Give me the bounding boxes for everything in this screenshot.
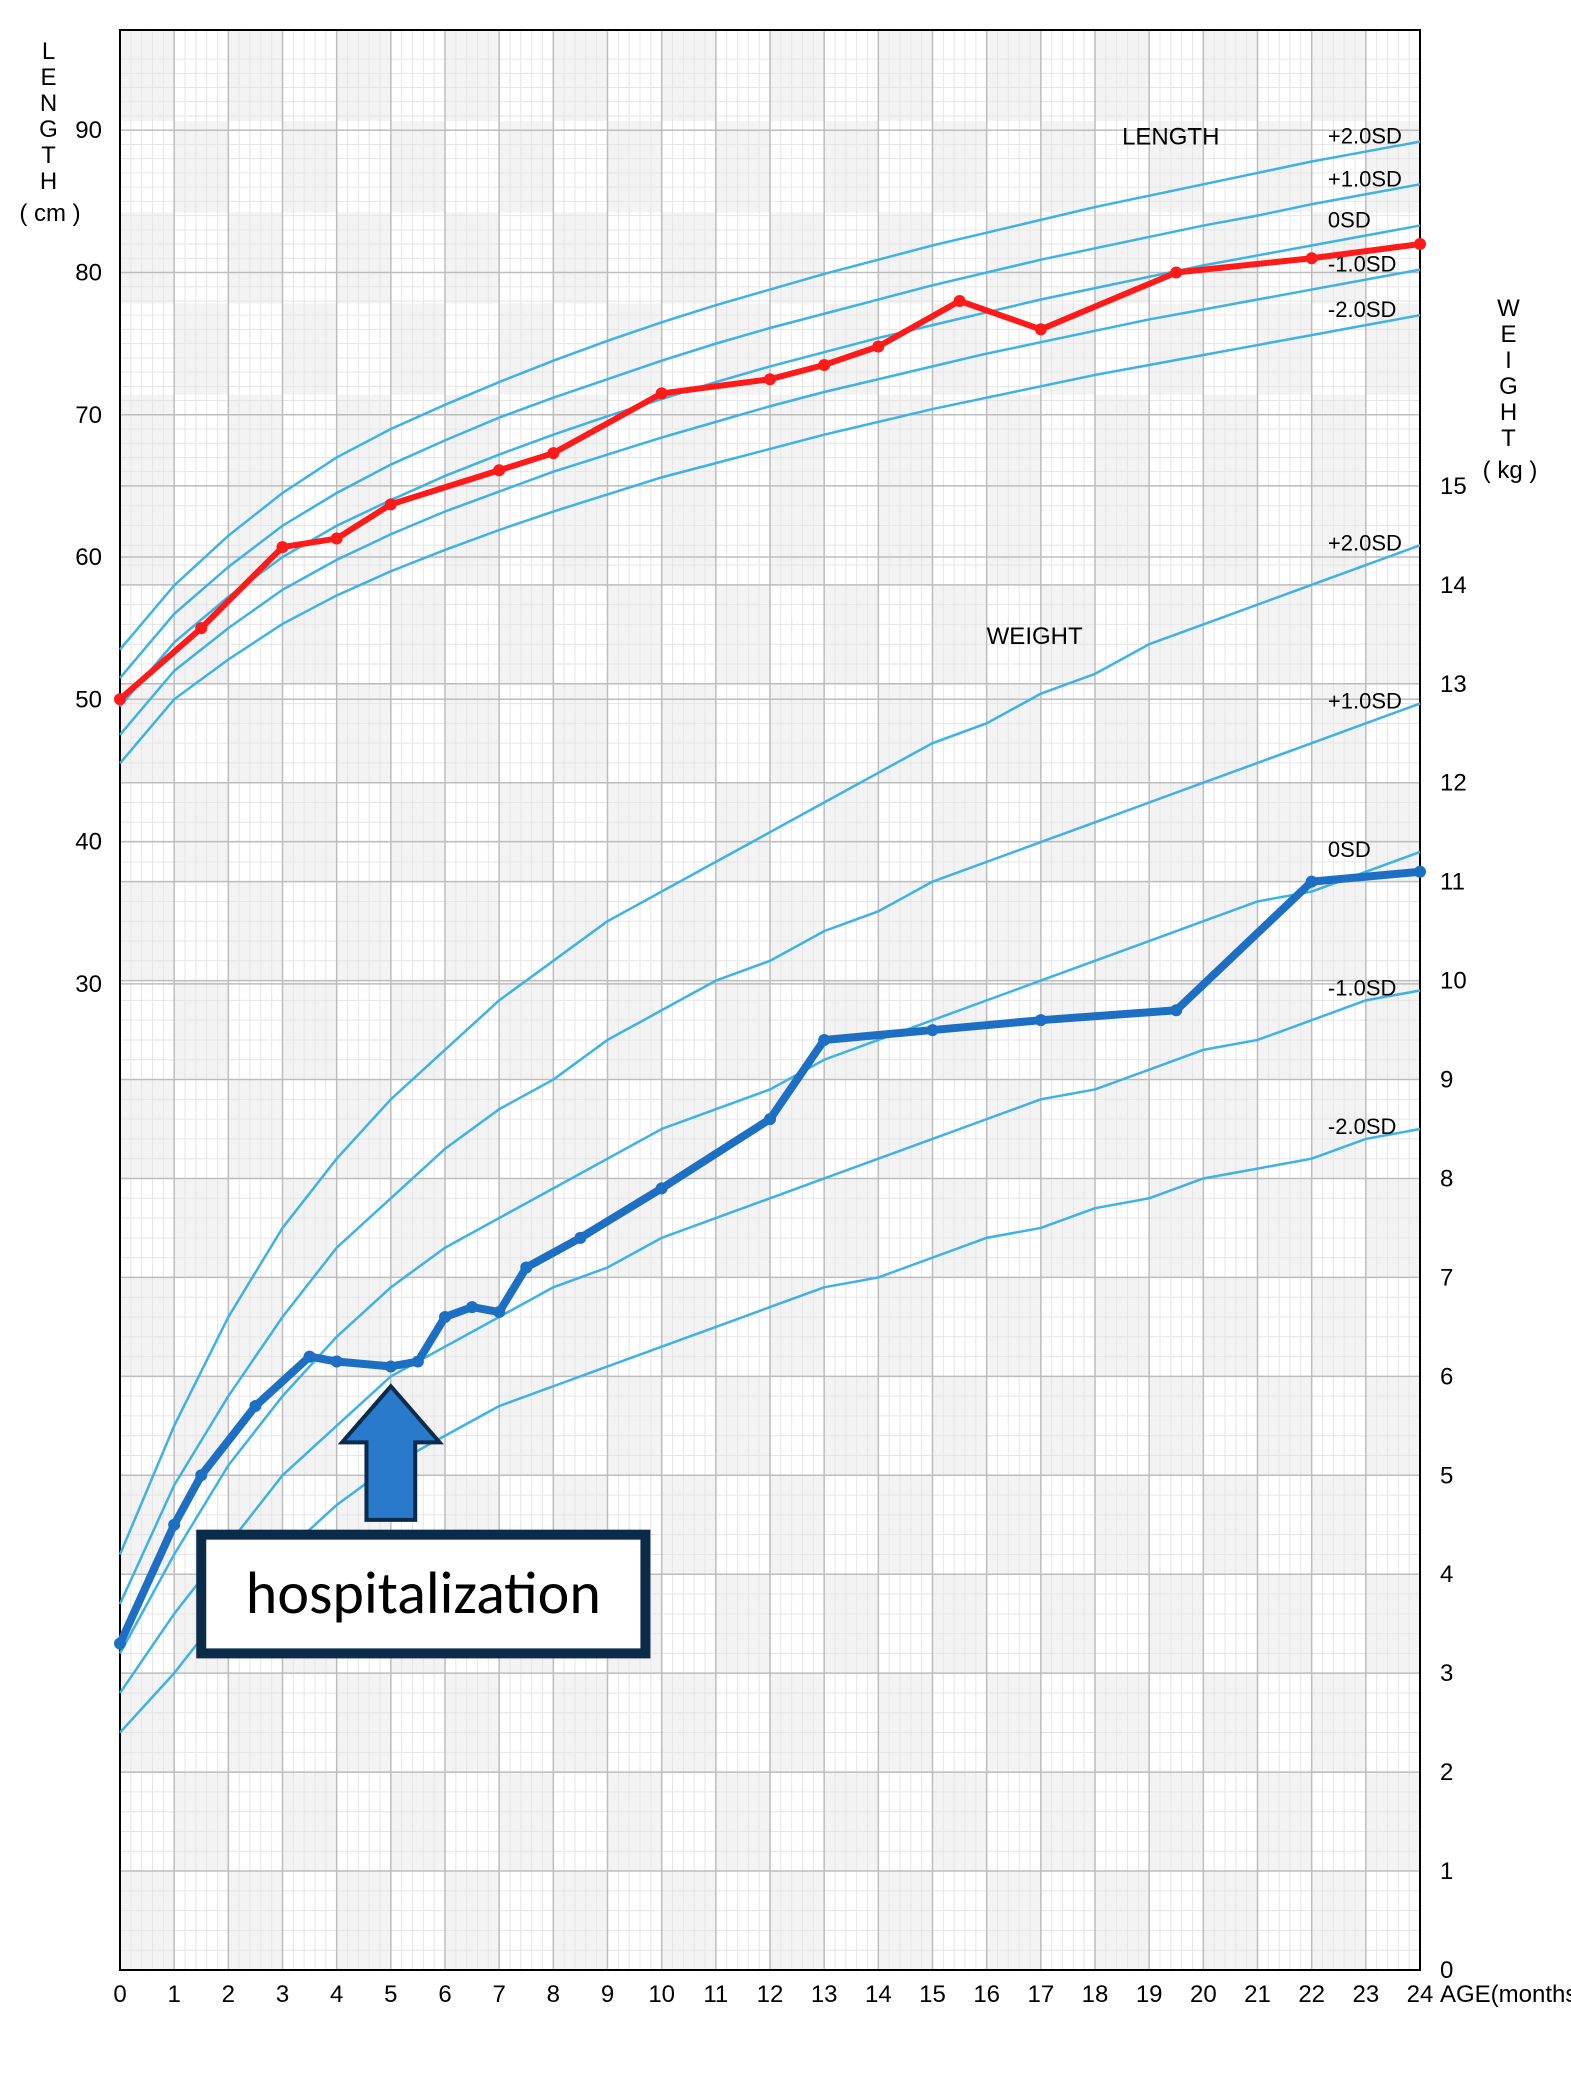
- age-tick-label: 9: [601, 1981, 614, 2008]
- length-axis-letter: E: [40, 64, 59, 91]
- age-tick-label: 21: [1244, 1981, 1271, 2008]
- length-tick-label: 40: [75, 829, 102, 856]
- weight-sd-label: 0SD: [1328, 837, 1371, 862]
- age-tick-label: 6: [438, 1981, 451, 2008]
- age-tick-label: 3: [276, 1981, 289, 2008]
- age-tick-label: 14: [865, 1981, 892, 2008]
- length-section-label: LENGTH: [1122, 123, 1219, 150]
- length-sd-label: -2.0SD: [1328, 297, 1396, 322]
- hospitalization-label: hospitalization: [246, 1557, 601, 1630]
- weight-axis-letter: G: [1499, 373, 1521, 400]
- age-tick-label: 2: [222, 1981, 235, 2008]
- weight-tick-label: 11: [1440, 869, 1465, 896]
- length-tick-label: 90: [75, 117, 102, 144]
- weight-tick-label: 1: [1440, 1858, 1453, 1885]
- age-tick-label: 4: [330, 1981, 343, 2008]
- age-tick-label: 17: [1027, 1981, 1054, 2008]
- weight-axis-letter: T: [1501, 425, 1519, 452]
- age-tick-label: 15: [919, 1981, 946, 2008]
- weight-tick-label: 7: [1440, 1264, 1453, 1291]
- weight-axis-unit: ( kg ): [1483, 457, 1538, 484]
- weight-tick-label: 8: [1440, 1165, 1453, 1192]
- age-tick-label: 10: [648, 1981, 675, 2008]
- growth-chart: +2.0SD +1.0SD 0SD -1.0SD -2.0SD +2.0SD +1.0SD 0…: [0, 0, 1571, 2095]
- age-tick-label: 5: [384, 1981, 397, 2008]
- weight-axis-letter: E: [1500, 321, 1519, 348]
- age-tick-label: 12: [757, 1981, 784, 2008]
- age-tick-label: 19: [1136, 1981, 1163, 2008]
- length-tick-label: 30: [75, 971, 102, 998]
- length-axis-letter: G: [39, 116, 61, 143]
- length-axis-unit: ( cm ): [19, 200, 80, 227]
- age-tick-label: 23: [1352, 1981, 1379, 2008]
- weight-tick-label: 9: [1440, 1067, 1453, 1094]
- weight-tick-label: 13: [1440, 671, 1467, 698]
- length-tick-label: 70: [75, 402, 102, 429]
- weight-sd-label: -2.0SD: [1328, 1114, 1396, 1139]
- weight-sd-label: +1.0SD: [1328, 689, 1402, 714]
- age-tick-label: 1: [167, 1981, 180, 2008]
- weight-sd-label: -1.0SD: [1328, 975, 1396, 1000]
- weight-sd-label: +2.0SD: [1328, 530, 1402, 555]
- age-tick-label: 18: [1082, 1981, 1109, 2008]
- age-tick-label: 20: [1190, 1981, 1217, 2008]
- age-tick-label: 22: [1298, 1981, 1325, 2008]
- weight-tick-label: 4: [1440, 1561, 1453, 1588]
- age-tick-label: 13: [811, 1981, 838, 2008]
- length-axis-letter: T: [41, 142, 59, 169]
- weight-tick-label: 14: [1440, 572, 1467, 599]
- length-axis-letter: H: [40, 168, 60, 195]
- length-tick-label: 50: [75, 686, 102, 713]
- weight-axis-letter: W: [1497, 295, 1523, 322]
- length-sd-label: +1.0SD: [1328, 166, 1402, 191]
- weight-tick-label: 5: [1440, 1462, 1453, 1489]
- age-tick-label: 24: [1407, 1981, 1434, 2008]
- age-axis-label: AGE(months): [1440, 1981, 1571, 2008]
- weight-axis-letter: I: [1505, 347, 1515, 374]
- length-tick-label: 60: [75, 544, 102, 571]
- weight-tick-label: 6: [1440, 1363, 1453, 1390]
- weight-tick-label: 0: [1440, 1957, 1453, 1984]
- length-axis-letter: L: [42, 38, 58, 65]
- chart-svg: +2.0SD +1.0SD 0SD -1.0SD -2.0SD +2.0SD +1.0SD 0…: [0, 0, 1571, 2095]
- weight-tick-label: 12: [1440, 770, 1467, 797]
- age-tick-label: 16: [973, 1981, 1000, 2008]
- length-sd-label: 0SD: [1328, 208, 1371, 233]
- weight-tick-label: 10: [1440, 968, 1467, 995]
- weight-tick-label: 15: [1440, 473, 1467, 500]
- age-tick-label: 0: [113, 1981, 126, 2008]
- age-tick-label: 7: [492, 1981, 505, 2008]
- weight-section-label: WEIGHT: [987, 623, 1083, 650]
- weight-tick-label: 2: [1440, 1759, 1453, 1786]
- weight-tick-label: 3: [1440, 1660, 1453, 1687]
- length-axis-letter: N: [40, 90, 60, 117]
- length-tick-label: 80: [75, 260, 102, 287]
- age-tick-label: 8: [547, 1981, 560, 2008]
- weight-axis-letter: H: [1500, 399, 1520, 426]
- length-sd-label: +2.0SD: [1328, 124, 1402, 149]
- age-tick-label: 11: [703, 1981, 728, 2008]
